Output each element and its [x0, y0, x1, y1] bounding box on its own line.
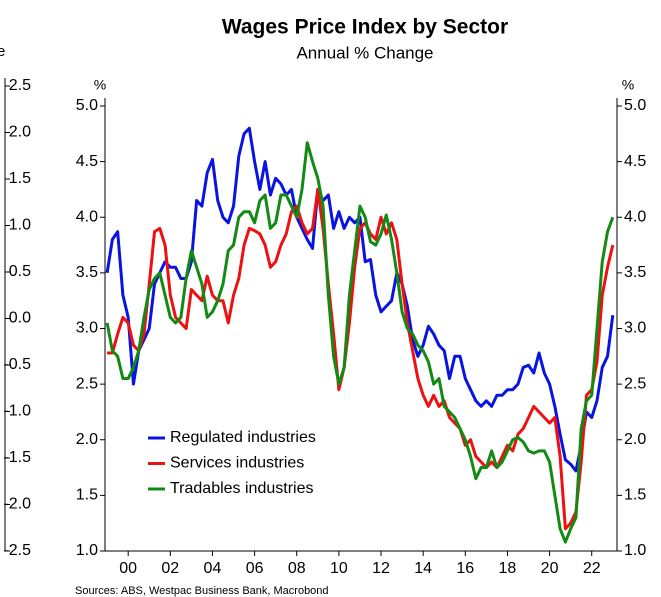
x-tick-label: 16 — [456, 560, 474, 577]
x-tick-label: 04 — [204, 560, 222, 577]
x-tick-label: 20 — [541, 560, 559, 577]
y-tick-label: 1.5 — [76, 487, 98, 504]
legend-label: Regulated industries — [170, 429, 316, 446]
y2-tick-label: 4.5 — [624, 153, 646, 170]
partial-y-tick-label: 1.5 — [9, 170, 31, 187]
partial-title: e — [0, 43, 5, 60]
legend-label: Tradables industries — [170, 480, 313, 497]
y2-tick-label: 5.0 — [624, 97, 646, 114]
y-tick-label: 4.0 — [76, 208, 98, 225]
partial-y-tick-label: -1.5 — [3, 449, 31, 466]
x-tick-label: 14 — [414, 560, 432, 577]
y-tick-label: 1.0 — [76, 542, 98, 559]
y2-unit: % — [622, 77, 634, 93]
partial-y-tick-label: 2.0 — [9, 124, 31, 141]
partial-y-tick-label: -1.0 — [3, 403, 31, 420]
partial-y-tick-label: 0.0 — [9, 310, 31, 327]
y2-tick-label: 1.5 — [624, 487, 646, 504]
partial-y-tick-label: 0.5 — [9, 263, 31, 280]
x-tick-label: 22 — [583, 560, 601, 577]
partial-y-tick-label: 1.0 — [9, 217, 31, 234]
x-tick-label: 10 — [330, 560, 348, 577]
x-tick-label: 12 — [372, 560, 390, 577]
partial-y-tick-label: -0.5 — [3, 356, 31, 373]
x-tick-label: 08 — [288, 560, 306, 577]
partial-y-tick-label: 2.5 — [9, 77, 31, 94]
y-tick-label: 2.0 — [76, 431, 98, 448]
source-note: Sources: ABS, Westpac Business Bank, Mac… — [75, 585, 329, 597]
legend-label: Services industries — [170, 455, 304, 472]
x-tick-label: 00 — [119, 560, 137, 577]
x-tick-label: 06 — [246, 560, 264, 577]
y2-tick-label: 3.5 — [624, 264, 646, 281]
y2-tick-label: 2.0 — [624, 431, 646, 448]
y2-tick-label: 4.0 — [624, 208, 646, 225]
y2-tick-label: 2.5 — [624, 375, 646, 392]
y2-tick-label: 1.0 — [624, 542, 646, 559]
series-line — [107, 187, 615, 531]
y-unit: % — [94, 77, 106, 93]
x-tick-label: 02 — [161, 560, 179, 577]
chart-subtitle: Annual % Change — [296, 43, 433, 62]
y-tick-label: 2.5 — [76, 375, 98, 392]
x-tick-label: 18 — [499, 560, 517, 577]
partial-y-tick-label: -2.0 — [3, 496, 31, 513]
y2-tick-label: 3.0 — [624, 320, 646, 337]
chart-title: Wages Price Index by Sector — [222, 16, 508, 39]
y-tick-label: 4.5 — [76, 153, 98, 170]
y-tick-label: 3.0 — [76, 320, 98, 337]
series-line — [105, 141, 615, 544]
y-tick-label: 3.5 — [76, 264, 98, 281]
y-tick-label: 5.0 — [76, 97, 98, 114]
partial-y-tick-label: -2.5 — [3, 542, 31, 559]
